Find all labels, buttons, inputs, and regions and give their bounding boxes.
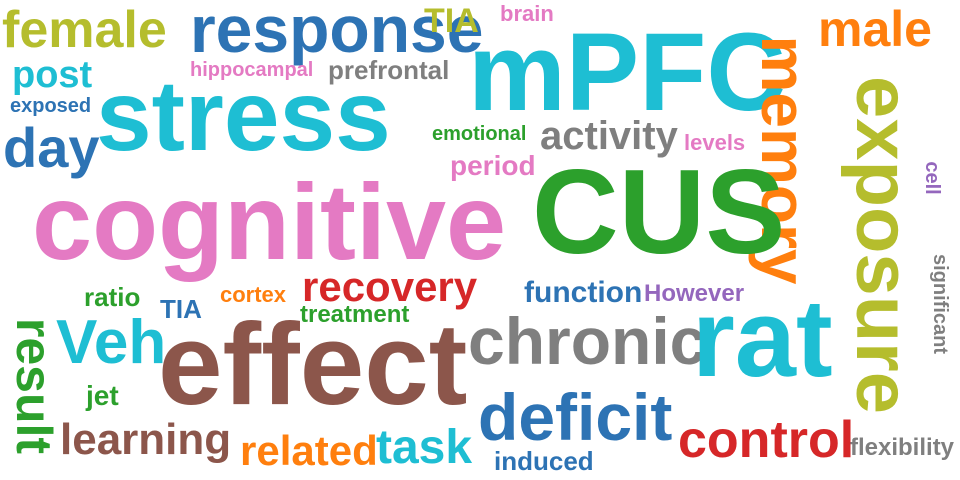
word-tia: TIA bbox=[160, 294, 202, 324]
word-cus: CUS bbox=[532, 145, 786, 279]
word-exposure: exposure bbox=[840, 76, 925, 414]
word-veh: Veh bbox=[56, 308, 167, 377]
word-post: post bbox=[12, 54, 93, 96]
word-task: task bbox=[376, 421, 473, 474]
word-response: response bbox=[190, 0, 484, 66]
word-flexibility: flexibility bbox=[850, 434, 955, 461]
word-ratio: ratio bbox=[84, 282, 141, 312]
word-period: period bbox=[450, 150, 536, 181]
word-hippocampal: hippocampal bbox=[190, 59, 314, 81]
word-significant: significant bbox=[929, 253, 951, 355]
word-learning: learning bbox=[60, 415, 232, 464]
word-chronic: chronic bbox=[468, 304, 707, 378]
word-female: female bbox=[2, 1, 167, 59]
word-mpfc: mPFC bbox=[468, 11, 786, 134]
word-levels: levels bbox=[684, 130, 746, 155]
word-however: However bbox=[644, 280, 745, 307]
word-cognitive: cognitive bbox=[32, 161, 507, 282]
word-tia-top: TIA bbox=[424, 2, 479, 40]
word-brain: brain bbox=[500, 1, 554, 26]
word-treatment: treatment bbox=[300, 301, 410, 328]
word-day: day bbox=[3, 116, 100, 179]
word-result: result bbox=[6, 317, 62, 455]
word-male: male bbox=[818, 1, 932, 57]
word-effect: effect bbox=[158, 299, 468, 429]
word-stress: stress bbox=[96, 60, 391, 172]
word-prefrontal: prefrontal bbox=[328, 55, 450, 85]
word-exposed: exposed bbox=[10, 95, 92, 117]
word-control: control bbox=[678, 411, 855, 469]
word-deficit: deficit bbox=[478, 380, 673, 454]
word-recovery: recovery bbox=[302, 263, 478, 310]
word-emotional: emotional bbox=[432, 123, 527, 145]
word-cell: cell bbox=[921, 161, 943, 195]
word-jet: jet bbox=[86, 380, 119, 411]
word-induced: induced bbox=[494, 446, 594, 476]
word-function: function bbox=[524, 276, 643, 309]
word-related: related bbox=[240, 427, 378, 474]
word-cortex: cortex bbox=[220, 282, 287, 307]
word-activity: activity bbox=[540, 114, 678, 158]
word-rat: rat bbox=[692, 277, 833, 400]
